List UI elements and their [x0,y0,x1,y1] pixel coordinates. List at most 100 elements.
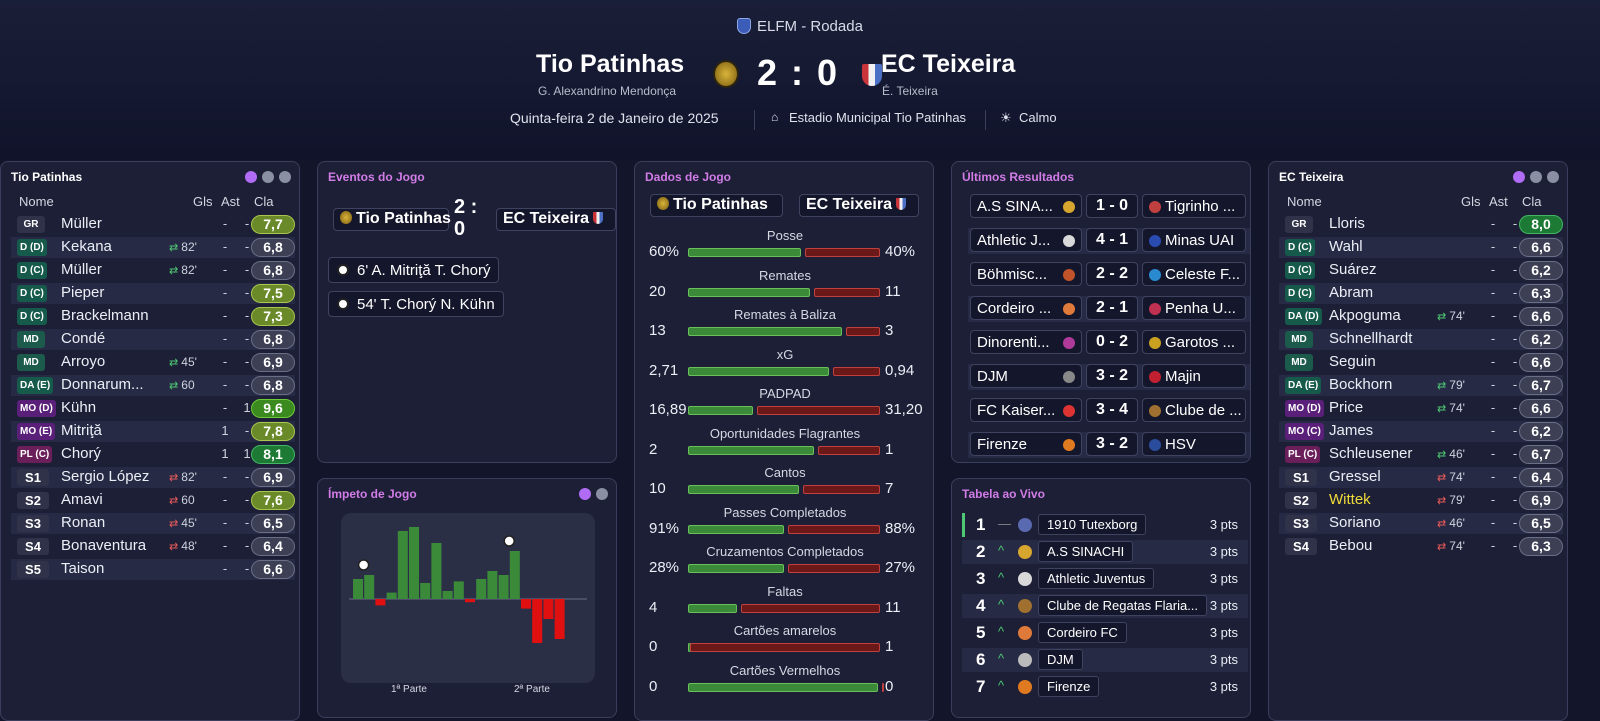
player-name[interactable]: Pieper [61,284,105,301]
player-row[interactable]: D (C) Pieper - -7,5 [11,283,295,304]
table-team-name[interactable]: Cordeiro FC [1038,622,1127,643]
home-team-name[interactable]: Tio Patinhas [536,50,685,78]
player-name[interactable]: Arroyo [61,353,106,370]
result-row[interactable]: A.S SINA... 1 - 0 Tigrinho ... [968,194,1250,220]
player-name[interactable]: Brackelmann [61,307,149,324]
result-away-team[interactable]: Garotos ... [1142,330,1246,354]
table-team-name[interactable]: Athletic Juventus [1038,568,1155,589]
player-row[interactable]: S2 Wittek ⇄ 79' - -6,9 [1279,490,1563,511]
result-away-team[interactable]: Majin [1142,364,1246,388]
player-name[interactable]: Sergio López [61,468,150,485]
player-row[interactable]: S1 Sergio López ⇄ 82' - -6,9 [11,467,295,488]
table-row[interactable]: 6 ^ DJM 3 pts [962,648,1248,672]
player-name[interactable]: Kühn [61,399,97,416]
result-home-team[interactable]: Athletic J... [970,228,1082,252]
result-away-team[interactable]: Clube de ... [1142,398,1246,422]
result-row[interactable]: Dinorenti... 0 - 2 Garotos ... [968,330,1250,356]
player-name[interactable]: Chorý [61,445,102,462]
player-name[interactable]: Soriano [1329,514,1381,531]
player-row[interactable]: PL (C) Schleusener ⇄ 46' - -6,7 [1279,444,1563,465]
player-name[interactable]: Ronan [61,514,106,531]
player-row[interactable]: S3 Soriano ⇄ 46' - -6,5 [1279,513,1563,534]
result-row[interactable]: Firenze 3 - 2 HSV [968,432,1250,458]
player-row[interactable]: D (C) Abram - -6,3 [1279,283,1563,304]
panel-pager[interactable] [1508,170,1559,188]
result-away-team[interactable]: Tigrinho ... [1142,194,1246,218]
stats-home-team[interactable]: Tio Patinhas [650,194,783,217]
player-name[interactable]: Bonaventura [61,537,147,554]
player-name[interactable]: Müller [61,215,102,232]
player-row[interactable]: D (C) Müller ⇄ 82' - -6,8 [11,260,295,281]
player-name[interactable]: Price [1329,399,1364,416]
table-row[interactable]: 3 ^ Athletic Juventus 3 pts [962,567,1248,591]
result-home-team[interactable]: FC Kaiser... [970,398,1082,422]
player-row[interactable]: GR Lloris - -8,0 [1279,214,1563,235]
player-name[interactable]: Mitriţă [61,422,102,439]
result-home-team[interactable]: Böhmisc... [970,262,1082,286]
table-row[interactable]: 1 — 1910 Tutexborg 3 pts [962,513,1248,537]
player-name[interactable]: Wittek [1329,491,1371,508]
player-name[interactable]: Kekana [61,238,112,255]
result-home-team[interactable]: Dinorenti... [970,330,1082,354]
result-away-team[interactable]: Celeste F... [1142,262,1246,286]
pager-dot[interactable] [279,171,291,183]
result-row[interactable]: FC Kaiser... 3 - 4 Clube de ... [968,398,1250,424]
player-row[interactable]: MO (D) Kühn -1 9,6 [11,398,295,419]
result-row[interactable]: Böhmisc... 2 - 2 Celeste F... [968,262,1250,288]
player-name[interactable]: Schleusener [1329,445,1413,462]
pager-dot[interactable] [1530,171,1542,183]
pager-dot-active[interactable] [245,171,257,183]
table-team-name[interactable]: DJM [1038,649,1083,670]
result-home-team[interactable]: DJM [970,364,1082,388]
result-home-team[interactable]: Cordeiro ... [970,296,1082,320]
player-row[interactable]: S5 Taison - -6,6 [11,559,295,580]
player-name[interactable]: Akpoguma [1329,307,1401,324]
player-name[interactable]: Wahl [1329,238,1363,255]
player-row[interactable]: MO (D) Price ⇄ 74' - -6,6 [1279,398,1563,419]
player-row[interactable]: S3 Ronan ⇄ 45' - -6,5 [11,513,295,534]
panel-pager[interactable] [240,170,291,188]
table-row[interactable]: 2 ^ A.S SINACHI 3 pts [962,540,1248,564]
result-away-team[interactable]: Minas UAI [1142,228,1246,252]
panel-pager[interactable] [574,487,608,505]
pager-dot[interactable] [262,171,274,183]
table-team-name[interactable]: 1910 Tutexborg [1038,514,1147,535]
result-away-team[interactable]: HSV [1142,432,1246,456]
player-name[interactable]: Amavi [61,491,103,508]
table-row[interactable]: 7 ^ Firenze 3 pts [962,675,1248,699]
player-name[interactable]: Seguin [1329,353,1376,370]
player-row[interactable]: D (C) Brackelmann - -7,3 [11,306,295,327]
result-row[interactable]: Cordeiro ... 2 - 1 Penha U... [968,296,1250,322]
player-row[interactable]: S1 Gressel ⇄ 74' - -6,4 [1279,467,1563,488]
goal-event[interactable]: 6' A. Mitriţă T. Chorý [328,257,500,283]
away-team-name[interactable]: EC Teixeira [881,50,1016,78]
pager-dot-active[interactable] [1513,171,1525,183]
player-row[interactable]: PL (C) Chorý 1 1 8,1 [11,444,295,465]
player-row[interactable]: MO (E) Mitriţă 1-7,8 [11,421,295,442]
player-name[interactable]: Lloris [1329,215,1365,232]
player-row[interactable]: S4 Bonaventura ⇄ 48' - -6,4 [11,536,295,557]
table-row[interactable]: 5 ^ Cordeiro FC 3 pts [962,621,1248,645]
result-row[interactable]: Athletic J... 4 - 1 Minas UAI [968,228,1250,254]
result-away-team[interactable]: Penha U... [1142,296,1246,320]
player-row[interactable]: DA (D) Akpoguma ⇄ 74' - -6,6 [1279,306,1563,327]
pager-dot-active[interactable] [579,488,591,500]
table-team-name[interactable]: A.S SINACHI [1038,541,1134,562]
player-name[interactable]: Bebou [1329,537,1373,554]
player-name[interactable]: Schnellhardt [1329,330,1413,347]
player-name[interactable]: Müller [61,261,102,278]
player-name[interactable]: Bockhorn [1329,376,1393,393]
player-name[interactable]: Gressel [1329,468,1381,485]
player-row[interactable]: MD Schnellhardt - -6,2 [1279,329,1563,350]
player-name[interactable]: Suárez [1329,261,1377,278]
pager-dot[interactable] [1547,171,1559,183]
player-row[interactable]: S2 Amavi ⇄ 60- -7,6 [11,490,295,511]
table-row[interactable]: 4 ^ Clube de Regatas Flaria... 3 pts [962,594,1248,618]
events-away-team[interactable]: EC Teixeira [496,208,616,231]
player-row[interactable]: D (C) Wahl - -6,6 [1279,237,1563,258]
player-name[interactable]: Taison [61,560,105,577]
player-row[interactable]: D (C) Suárez - -6,2 [1279,260,1563,281]
player-row[interactable]: MD Seguin - -6,6 [1279,352,1563,373]
player-row[interactable]: MO (C) James - -6,2 [1279,421,1563,442]
table-team-name[interactable]: Clube de Regatas Flaria... [1038,595,1208,616]
